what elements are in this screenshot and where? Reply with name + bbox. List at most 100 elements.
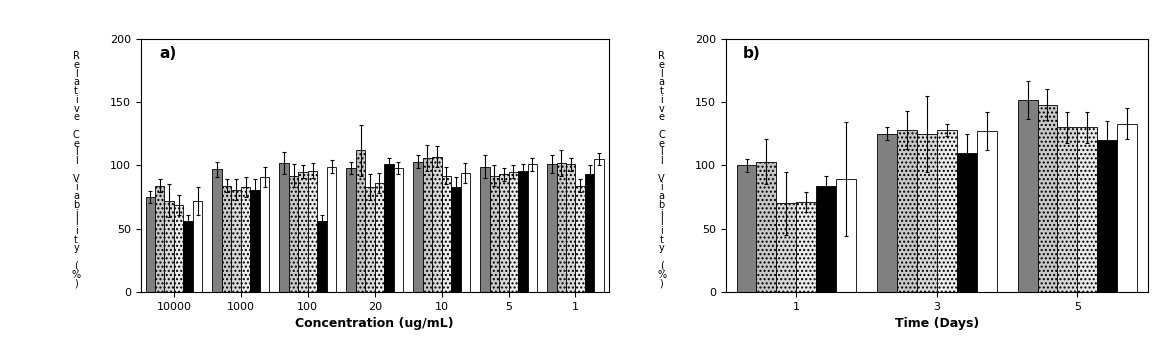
- Text: %: %: [71, 270, 81, 280]
- Bar: [174, 205, 184, 292]
- Bar: [1038, 105, 1057, 292]
- Bar: [423, 158, 432, 292]
- Bar: [489, 176, 499, 292]
- Bar: [957, 153, 977, 292]
- Text: y: y: [659, 244, 664, 253]
- Bar: [241, 187, 251, 292]
- Bar: [413, 162, 423, 292]
- Text: i: i: [75, 95, 77, 105]
- Text: t: t: [74, 235, 78, 245]
- Text: ): ): [74, 278, 78, 288]
- Text: e: e: [73, 60, 80, 70]
- Bar: [308, 170, 317, 292]
- Bar: [260, 177, 269, 292]
- Bar: [586, 174, 595, 292]
- Bar: [816, 186, 836, 292]
- Text: i: i: [75, 182, 77, 192]
- Bar: [877, 134, 897, 292]
- Bar: [317, 221, 327, 292]
- Bar: [1057, 127, 1077, 292]
- Bar: [796, 202, 816, 292]
- Bar: [212, 169, 222, 292]
- Bar: [897, 130, 917, 292]
- Text: l: l: [75, 217, 77, 227]
- Bar: [499, 174, 508, 292]
- Text: a: a: [73, 77, 80, 87]
- Text: R: R: [658, 51, 665, 61]
- Text: V: V: [658, 174, 665, 183]
- Text: a: a: [658, 191, 665, 201]
- Bar: [836, 180, 856, 292]
- Bar: [375, 183, 384, 292]
- Bar: [508, 172, 518, 292]
- Bar: [518, 170, 527, 292]
- Bar: [432, 157, 441, 292]
- Text: e: e: [658, 112, 665, 122]
- Text: i: i: [660, 226, 663, 236]
- Text: l: l: [660, 69, 663, 79]
- Text: l: l: [75, 69, 77, 79]
- Bar: [289, 176, 299, 292]
- Text: (: (: [74, 261, 78, 271]
- Bar: [737, 165, 756, 292]
- Bar: [460, 173, 470, 292]
- Text: l: l: [75, 156, 77, 166]
- Text: t: t: [74, 86, 78, 96]
- Bar: [547, 164, 556, 292]
- Text: a: a: [658, 77, 665, 87]
- Bar: [155, 186, 164, 292]
- Text: i: i: [75, 208, 77, 219]
- Text: i: i: [660, 95, 663, 105]
- Bar: [365, 187, 375, 292]
- Text: a: a: [73, 191, 80, 201]
- Bar: [356, 150, 365, 292]
- Bar: [327, 167, 336, 292]
- Text: v: v: [659, 103, 664, 114]
- Bar: [1117, 124, 1137, 292]
- Text: t: t: [659, 86, 664, 96]
- Bar: [393, 168, 403, 292]
- Bar: [1077, 127, 1097, 292]
- Bar: [556, 163, 566, 292]
- Bar: [527, 164, 537, 292]
- Bar: [451, 187, 460, 292]
- Text: l: l: [660, 217, 663, 227]
- Text: b: b: [658, 200, 665, 210]
- X-axis label: Time (Days): Time (Days): [895, 318, 979, 331]
- Text: i: i: [660, 182, 663, 192]
- Bar: [441, 176, 451, 292]
- Text: b): b): [742, 46, 761, 61]
- Text: e: e: [73, 139, 80, 149]
- Text: R: R: [73, 51, 80, 61]
- Text: l: l: [660, 156, 663, 166]
- Bar: [299, 172, 308, 292]
- Text: ): ): [659, 278, 664, 288]
- Text: e: e: [73, 112, 80, 122]
- Bar: [480, 167, 489, 292]
- Bar: [232, 189, 241, 292]
- Bar: [251, 189, 260, 292]
- X-axis label: Concentration (ug/mL): Concentration (ug/mL): [295, 318, 454, 331]
- Bar: [222, 186, 232, 292]
- Bar: [1097, 140, 1117, 292]
- Text: %: %: [657, 270, 666, 280]
- Bar: [280, 163, 289, 292]
- Text: t: t: [659, 235, 664, 245]
- Bar: [164, 201, 174, 292]
- Text: i: i: [660, 208, 663, 219]
- Bar: [756, 162, 776, 292]
- Text: V: V: [73, 174, 80, 183]
- Bar: [566, 164, 575, 292]
- Text: l: l: [75, 147, 77, 157]
- Bar: [384, 164, 393, 292]
- Bar: [347, 168, 356, 292]
- Text: b: b: [73, 200, 80, 210]
- Bar: [1018, 100, 1038, 292]
- Bar: [977, 131, 997, 292]
- Text: e: e: [658, 139, 665, 149]
- Text: C: C: [73, 130, 80, 140]
- Bar: [193, 201, 203, 292]
- Bar: [917, 134, 937, 292]
- Text: l: l: [660, 147, 663, 157]
- Bar: [595, 159, 604, 292]
